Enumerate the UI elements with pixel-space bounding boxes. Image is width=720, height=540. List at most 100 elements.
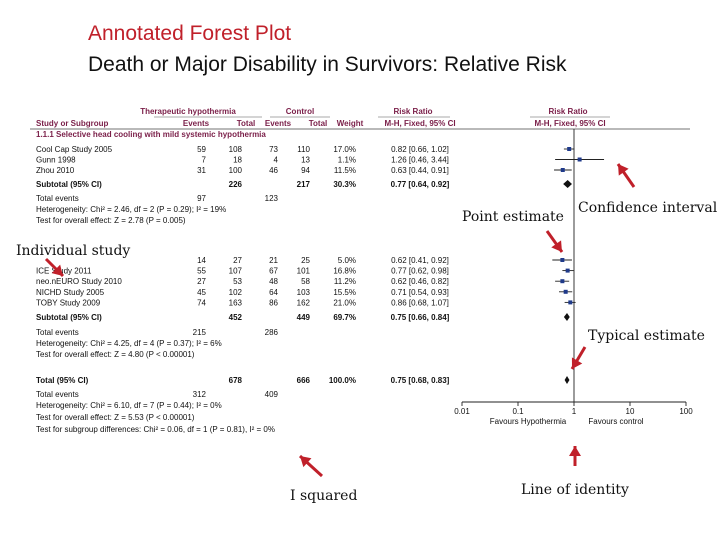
subgroup2-total-events-events2: 286 xyxy=(265,328,279,337)
study-events1: 7 xyxy=(202,156,207,165)
subgroup2-subtotal-weight: 69.7% xyxy=(333,313,356,322)
study-point-estimate xyxy=(568,300,573,305)
study-weight: 11.2% xyxy=(334,277,356,286)
study-events1: 55 xyxy=(197,267,206,276)
study-point-estimate xyxy=(560,168,565,172)
study-total1: 163 xyxy=(229,298,243,307)
arrow-typical-estimate xyxy=(570,346,587,370)
study-point-estimate xyxy=(577,157,582,162)
subgroup1-subtotal-total2: 217 xyxy=(297,180,311,189)
study-total2: 162 xyxy=(297,298,311,307)
total-weight: 100.0% xyxy=(329,376,356,385)
study-events1: 74 xyxy=(197,298,206,307)
annotation-i-squared: I squared xyxy=(290,488,358,504)
study-events1: 59 xyxy=(197,145,206,154)
study-name: TOBY Study 2009 xyxy=(36,298,101,307)
study-total2: 58 xyxy=(301,277,310,286)
annotation-typical-estimate: Typical estimate xyxy=(588,328,705,344)
study-point-estimate xyxy=(563,289,568,294)
study-total1: 18 xyxy=(233,156,242,165)
subgroup1-label: 1.1.1 Selective head cooling with mild s… xyxy=(36,130,266,139)
study-total2: 103 xyxy=(297,288,311,297)
column-header-events1: Events xyxy=(183,119,210,128)
study-ci-text: 0.62 [0.41, 0.92] xyxy=(391,256,449,265)
x-axis-tick-label: 0.1 xyxy=(512,407,524,416)
arrow-confidence-interval xyxy=(616,163,636,188)
study-ci-text: 0.62 [0.46, 0.82] xyxy=(391,277,449,286)
subgroup2-subtotal-total2: 449 xyxy=(297,313,311,322)
column-header-total2: Total xyxy=(309,119,328,128)
subgroup1-subtotal-ci-text: 0.77 [0.64, 0.92] xyxy=(391,180,450,189)
study-events1: 31 xyxy=(197,166,206,175)
total-diamond xyxy=(564,376,570,384)
column-header-weight: Weight xyxy=(337,119,364,128)
total-heterogeneity: Heterogeneity: Chi² = 6.10, df = 7 (P = … xyxy=(36,401,222,410)
column-header-study: Study or Subgroup xyxy=(36,119,109,128)
x-axis-tick-label: 1 xyxy=(572,407,577,416)
study-events1: 45 xyxy=(197,288,206,297)
study-total2: 110 xyxy=(297,145,310,154)
study-total1: 108 xyxy=(229,145,243,154)
study-point-estimate xyxy=(560,258,565,262)
column-header-total1: Total xyxy=(237,119,256,128)
study-name: Gunn 1998 xyxy=(36,156,76,165)
subgroup1-total-events-events1: 97 xyxy=(197,194,206,203)
total-ci-text: 0.75 [0.68, 0.83] xyxy=(391,376,450,385)
study-total2: 101 xyxy=(297,267,311,276)
x-axis-tick-label: 100 xyxy=(679,407,693,416)
study-ci-text: 1.26 [0.46, 3.44] xyxy=(391,156,449,165)
slide-title: Annotated Forest Plot xyxy=(88,22,292,45)
subgroup1-subtotal-label: Subtotal (95% CI) xyxy=(36,180,102,189)
subgroup2-subtotal-ci-text: 0.75 [0.66, 0.84] xyxy=(391,313,450,322)
study-total2: 13 xyxy=(301,156,310,165)
study-name: Cool Cap Study 2005 xyxy=(36,145,113,154)
header-effect: Risk Ratio xyxy=(393,107,432,116)
study-events2: 46 xyxy=(269,166,278,175)
study-name: Zhou 2010 xyxy=(36,166,75,175)
study-events2: 4 xyxy=(274,156,279,165)
study-total1: 53 xyxy=(233,277,242,286)
subgroup2-subtotal-total1: 452 xyxy=(229,313,243,322)
study-events2: 73 xyxy=(269,145,278,154)
arrow-line-of-identity xyxy=(569,446,581,466)
study-events2: 86 xyxy=(269,298,278,307)
study-ci-text: 0.86 [0.68, 1.07] xyxy=(391,298,449,307)
study-name: ICE Study 2011 xyxy=(36,267,92,276)
study-total1: 100 xyxy=(229,166,243,175)
subgroup1-heterogeneity: Heterogeneity: Chi² = 2.46, df = 2 (P = … xyxy=(36,205,226,214)
annotation-line-of-identity: Line of identity xyxy=(521,482,629,498)
study-point-estimate xyxy=(567,147,572,151)
study-events2: 67 xyxy=(269,267,278,276)
study-ci-text: 0.82 [0.66, 1.02] xyxy=(391,145,449,154)
header-effect-right: Risk Ratio xyxy=(548,107,587,116)
study-total1: 102 xyxy=(229,288,243,297)
subgroup1-subtotal-total1: 226 xyxy=(229,180,243,189)
study-total2: 94 xyxy=(301,166,310,175)
header-group1: Therapeutic hypothermia xyxy=(140,107,236,116)
annotation-point-estimate: Point estimate xyxy=(462,209,564,225)
slide-subtitle: Death or Major Disability in Survivors: … xyxy=(88,53,567,76)
header-group2: Control xyxy=(286,107,314,116)
study-ci-text: 0.77 [0.62, 0.98] xyxy=(391,267,449,276)
study-total1: 27 xyxy=(233,256,242,265)
arrow-individual-study xyxy=(44,257,65,278)
study-weight: 16.8% xyxy=(333,267,356,276)
x-axis-tick-label: 0.01 xyxy=(454,407,470,416)
x-axis-tick-label: 10 xyxy=(626,407,635,416)
total-total1: 678 xyxy=(229,376,243,385)
subgroup1-overall-effect: Test for overall effect: Z = 2.78 (P = 0… xyxy=(36,216,186,225)
study-ci-text: 0.63 [0.44, 0.91] xyxy=(391,166,449,175)
arrow-point-estimate xyxy=(545,230,564,253)
total-events-label: Total events xyxy=(36,390,79,399)
subgroup2-subtotal-label: Subtotal (95% CI) xyxy=(36,313,102,322)
study-weight: 11.5% xyxy=(334,166,356,175)
study-name: neo.nEURO Study 2010 xyxy=(36,277,122,286)
study-point-estimate xyxy=(565,268,570,273)
study-events2: 21 xyxy=(269,256,278,265)
x-axis-label-right: Favours control xyxy=(588,417,643,426)
study-ci-text: 0.71 [0.54, 0.93] xyxy=(391,288,449,297)
subgroup1-subtotal-weight: 30.3% xyxy=(333,180,356,189)
study-weight: 21.0% xyxy=(333,298,356,307)
study-events1: 27 xyxy=(197,277,206,286)
arrow-i-squared xyxy=(298,454,324,478)
